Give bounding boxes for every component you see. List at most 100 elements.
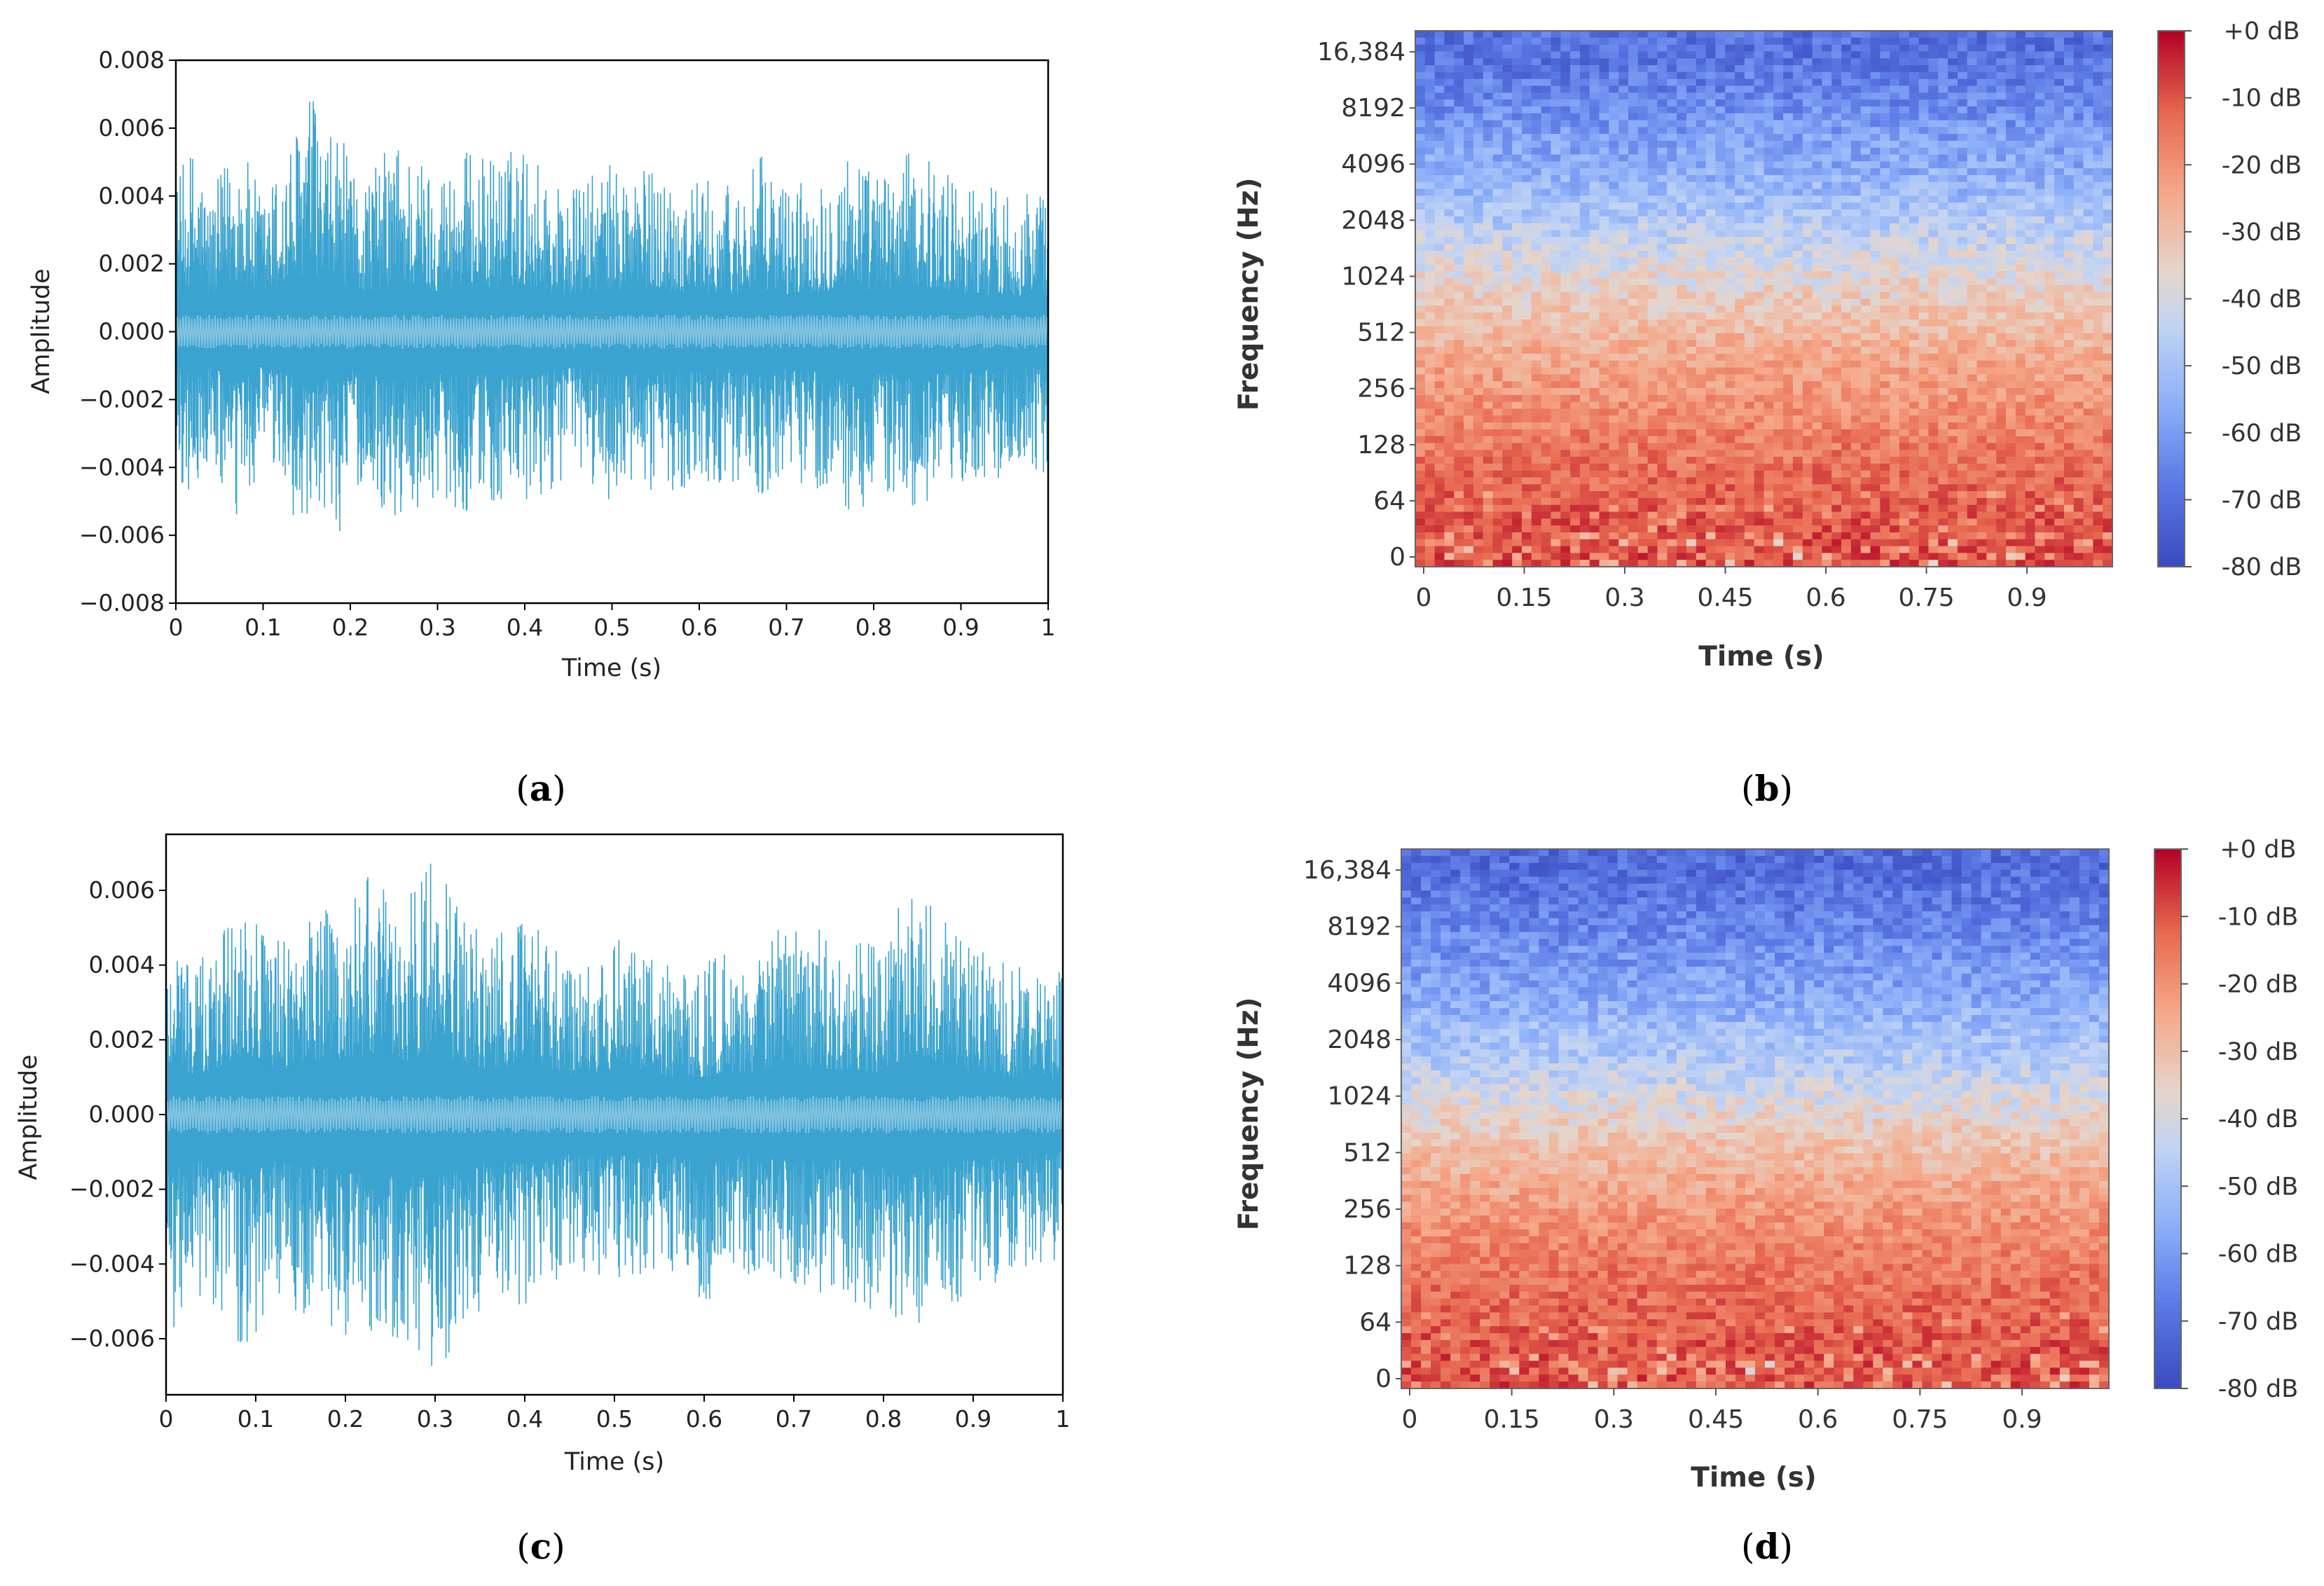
spectrogram-cell	[1783, 216, 1794, 224]
spectrogram-cell	[1870, 168, 1880, 176]
spectrogram-cell	[2015, 470, 2026, 478]
spectrogram-cell	[1541, 78, 1552, 87]
spectrogram-cell	[2005, 305, 2016, 313]
spectrogram-cell	[1570, 264, 1581, 272]
spectrogram-cell	[1986, 216, 1997, 224]
spectrogram-cell	[1792, 429, 1803, 437]
spectrogram-cell	[2035, 92, 2045, 100]
spectrogram-cell	[1909, 443, 1920, 450]
spectrogram-cell	[1909, 298, 1920, 306]
spectrogram-cell	[2083, 333, 2093, 340]
spectrogram-cell	[1967, 484, 1978, 492]
spectrogram-cell	[1909, 147, 1920, 156]
spectrogram-cell	[1715, 388, 1726, 396]
spectrogram-cell	[1647, 120, 1658, 127]
spectrogram-cell	[1822, 154, 1832, 162]
spectrogram-cell	[1647, 333, 1658, 340]
spectrogram-cell	[1686, 250, 1697, 258]
spectrogram-cell	[1909, 140, 1920, 149]
spectrogram-cell	[1860, 360, 1871, 368]
spectrogram-cell	[1609, 230, 1619, 237]
spectrogram-cell	[1483, 408, 1494, 416]
spectrogram-cell	[1541, 305, 1552, 313]
spectrogram-cell	[1841, 202, 1852, 210]
spectrogram-cell	[2103, 429, 2113, 437]
spectrogram-cell	[1957, 31, 1968, 39]
spectrogram-cell	[1667, 360, 1677, 368]
spectrogram-cell	[1783, 360, 1794, 368]
spectrogram-cell	[1812, 51, 1823, 59]
spectrogram-cell	[1928, 470, 1939, 478]
spectrogram-cell	[1715, 298, 1726, 306]
x-tick-label: 0.2	[327, 1405, 364, 1433]
spectrogram-cell	[2083, 44, 2093, 53]
spectrogram-cell	[1686, 381, 1697, 389]
spectrogram-cell	[2005, 436, 2016, 444]
spectrogram-cell	[1677, 264, 1687, 272]
spectrogram-cell	[1667, 92, 1677, 100]
spectrogram-cell	[1512, 367, 1522, 375]
spectrogram-cell	[1570, 422, 1581, 430]
spectrogram-cell	[2083, 394, 2093, 403]
spectrogram-cell	[1415, 78, 1426, 87]
spectrogram-cell	[1454, 181, 1464, 190]
spectrogram-cell	[1657, 394, 1668, 403]
spectrogram-cell	[1637, 429, 1649, 437]
spectrogram-cell	[1570, 216, 1581, 224]
spectrogram-cell	[1434, 463, 1445, 471]
spectrogram-cell	[2083, 319, 2093, 327]
spectrogram-cell	[1464, 230, 1474, 237]
spectrogram-cell	[1657, 284, 1668, 293]
spectrogram-cell	[2063, 436, 2075, 444]
spectrogram-cell	[1570, 271, 1581, 279]
spectrogram-cell	[1792, 223, 1803, 231]
spectrogram-cell	[1599, 223, 1609, 231]
spectrogram-cell	[1667, 58, 1677, 66]
spectrogram-cell	[2073, 347, 2084, 354]
spectrogram-cell	[1483, 470, 1494, 478]
spectrogram-cell	[1444, 71, 1455, 80]
spectrogram-cell	[1705, 394, 1716, 403]
spectrogram-cell	[1599, 209, 1609, 217]
spectrogram-cell	[1822, 415, 1832, 423]
spectrogram-cell	[1918, 216, 1930, 224]
spectrogram-cell	[1444, 147, 1455, 156]
spectrogram-cell	[2093, 422, 2103, 430]
spectrogram-cell	[1899, 244, 1910, 251]
spectrogram-cell	[1579, 347, 1590, 354]
spectrogram-cell	[1541, 401, 1552, 410]
spectrogram-cell	[2103, 71, 2113, 80]
spectrogram-cell	[1454, 367, 1464, 375]
spectrogram-cell	[2025, 298, 2036, 306]
spectrogram-cell	[1570, 360, 1581, 368]
spectrogram-cell	[1909, 326, 1920, 334]
spectrogram-cell	[1890, 470, 1900, 478]
spectrogram-cell	[2063, 154, 2075, 162]
spectrogram-cell	[1725, 134, 1735, 142]
spectrogram-cell	[1890, 37, 1900, 46]
spectrogram-cell	[1938, 298, 1948, 306]
spectrogram-cell	[1831, 51, 1842, 59]
spectrogram-cell	[1802, 353, 1813, 361]
spectrogram-cell	[1841, 353, 1852, 361]
spectrogram-cell	[1473, 58, 1484, 66]
spectrogram-cell	[1599, 429, 1609, 437]
spectrogram-cell	[2035, 381, 2045, 389]
spectrogram-cell	[1754, 284, 1765, 293]
spectrogram-cell	[1754, 244, 1765, 251]
spectrogram-cell	[1918, 31, 1930, 39]
spectrogram-cell	[1899, 463, 1910, 471]
spectrogram-cell	[1841, 347, 1852, 354]
spectrogram-cell	[1522, 244, 1532, 251]
spectrogram-cell	[1492, 188, 1503, 196]
spectrogram-cell	[1822, 161, 1832, 169]
spectrogram-cell	[1744, 230, 1755, 237]
spectrogram-cell	[1725, 360, 1735, 368]
spectrogram-cell	[1473, 168, 1484, 176]
spectrogram-cell	[1957, 443, 1968, 450]
spectrogram-cell	[1473, 284, 1484, 293]
spectrogram-cell	[2044, 230, 2055, 237]
spectrogram-cell	[1696, 374, 1707, 382]
spectrogram-cell	[1560, 250, 1571, 258]
spectrogram-cell	[2054, 65, 2065, 73]
